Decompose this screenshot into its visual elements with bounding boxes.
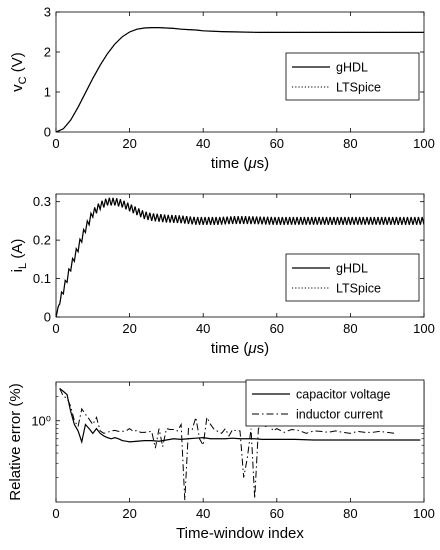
- series-line-inductor-current: [59, 388, 395, 501]
- y-tick-label: 10⁰: [31, 413, 51, 428]
- series-line-ltspice: [56, 27, 424, 132]
- x-tick-label: 60: [270, 506, 284, 521]
- x-tick-label: 80: [343, 136, 357, 151]
- x-axis-label: time (μs): [211, 340, 269, 357]
- legend-label-ghdl: gHDL: [336, 61, 368, 75]
- legend-label-inductor-current: inductor current: [296, 408, 383, 422]
- legend: gHDL LTSpice: [285, 253, 420, 302]
- y-tick-label: 0.1: [33, 271, 51, 286]
- chart-panel-2: 0 20 40 60 80 100 0 0.1 0.2 0.3 time (μs) iL (A) gHD…: [9, 193, 435, 357]
- y-tick-label: 0: [44, 310, 51, 325]
- x-tick-label: 100: [413, 321, 435, 336]
- legend-label-capacitor-voltage: capacitor voltage: [296, 388, 391, 402]
- y-axis-label-unit: (A): [9, 239, 26, 263]
- y-axis-label: iL (A): [9, 239, 29, 273]
- plot-area-frame: [55, 381, 425, 503]
- x-axis-label: time (μs): [211, 155, 269, 172]
- y-axis-label-unit: (V): [9, 52, 26, 76]
- y-tick-label: 3: [44, 5, 51, 20]
- x-tick-label: 60: [270, 136, 284, 151]
- x-tick-label: 60: [270, 321, 284, 336]
- x-tick-label: 100: [413, 136, 435, 151]
- legend: capacitor voltage inductor current: [245, 379, 425, 427]
- chart-panel-1: 0 20 40 60 80 100 0 1 2 3 time (μs) vC (V) gHDL LTSpi…: [9, 5, 435, 173]
- y-axis-label: vC (V): [9, 52, 29, 92]
- y-tick-label: 0.2: [33, 233, 51, 248]
- x-tick-label: 100: [413, 506, 435, 521]
- y-tick-label: 1: [44, 85, 51, 100]
- x-tick-label: 0: [52, 321, 59, 336]
- y-tick-label: 0: [44, 125, 51, 140]
- x-axis-label: Time-window index: [176, 525, 304, 542]
- x-tick-label: 80: [343, 321, 357, 336]
- x-tick-label: 0: [52, 506, 59, 521]
- x-tick-label: 40: [196, 506, 210, 521]
- x-tick-label: 20: [122, 321, 136, 336]
- legend-box: [285, 52, 420, 101]
- y-axis-label-subscript: L: [17, 263, 29, 269]
- legend: gHDL LTSpice: [285, 52, 420, 101]
- x-tick-label: 20: [122, 136, 136, 151]
- y-axis-label-subscript: C: [17, 76, 29, 84]
- mu-symbol: μ: [247, 155, 256, 172]
- y-tick-label: 2: [44, 45, 51, 60]
- y-axis-label: Relative error (%): [7, 383, 24, 501]
- legend-box: [285, 253, 420, 302]
- x-tick-label: 40: [196, 136, 210, 151]
- plot-area-frame: [55, 11, 425, 133]
- x-tick-label: 20: [122, 506, 136, 521]
- chart-panel-3: 0 20 40 60 80 100 10⁰ Time-window index Relative…: [7, 379, 435, 542]
- legend-label-ltspice: LTSpice: [336, 81, 381, 95]
- plot-area-frame: [55, 193, 425, 318]
- legend-box: [245, 379, 425, 427]
- y-tick-label: 0.3: [33, 194, 51, 209]
- series-line-capacitor-voltage: [59, 387, 421, 445]
- legend-label-ltspice: LTSpice: [336, 282, 381, 296]
- x-tick-label: 40: [196, 321, 210, 336]
- mu-symbol: μ: [247, 340, 256, 357]
- x-tick-label: 0: [52, 136, 59, 151]
- legend-label-ghdl: gHDL: [336, 262, 368, 276]
- series-line-ghdl: [56, 197, 424, 317]
- x-tick-label: 80: [343, 506, 357, 521]
